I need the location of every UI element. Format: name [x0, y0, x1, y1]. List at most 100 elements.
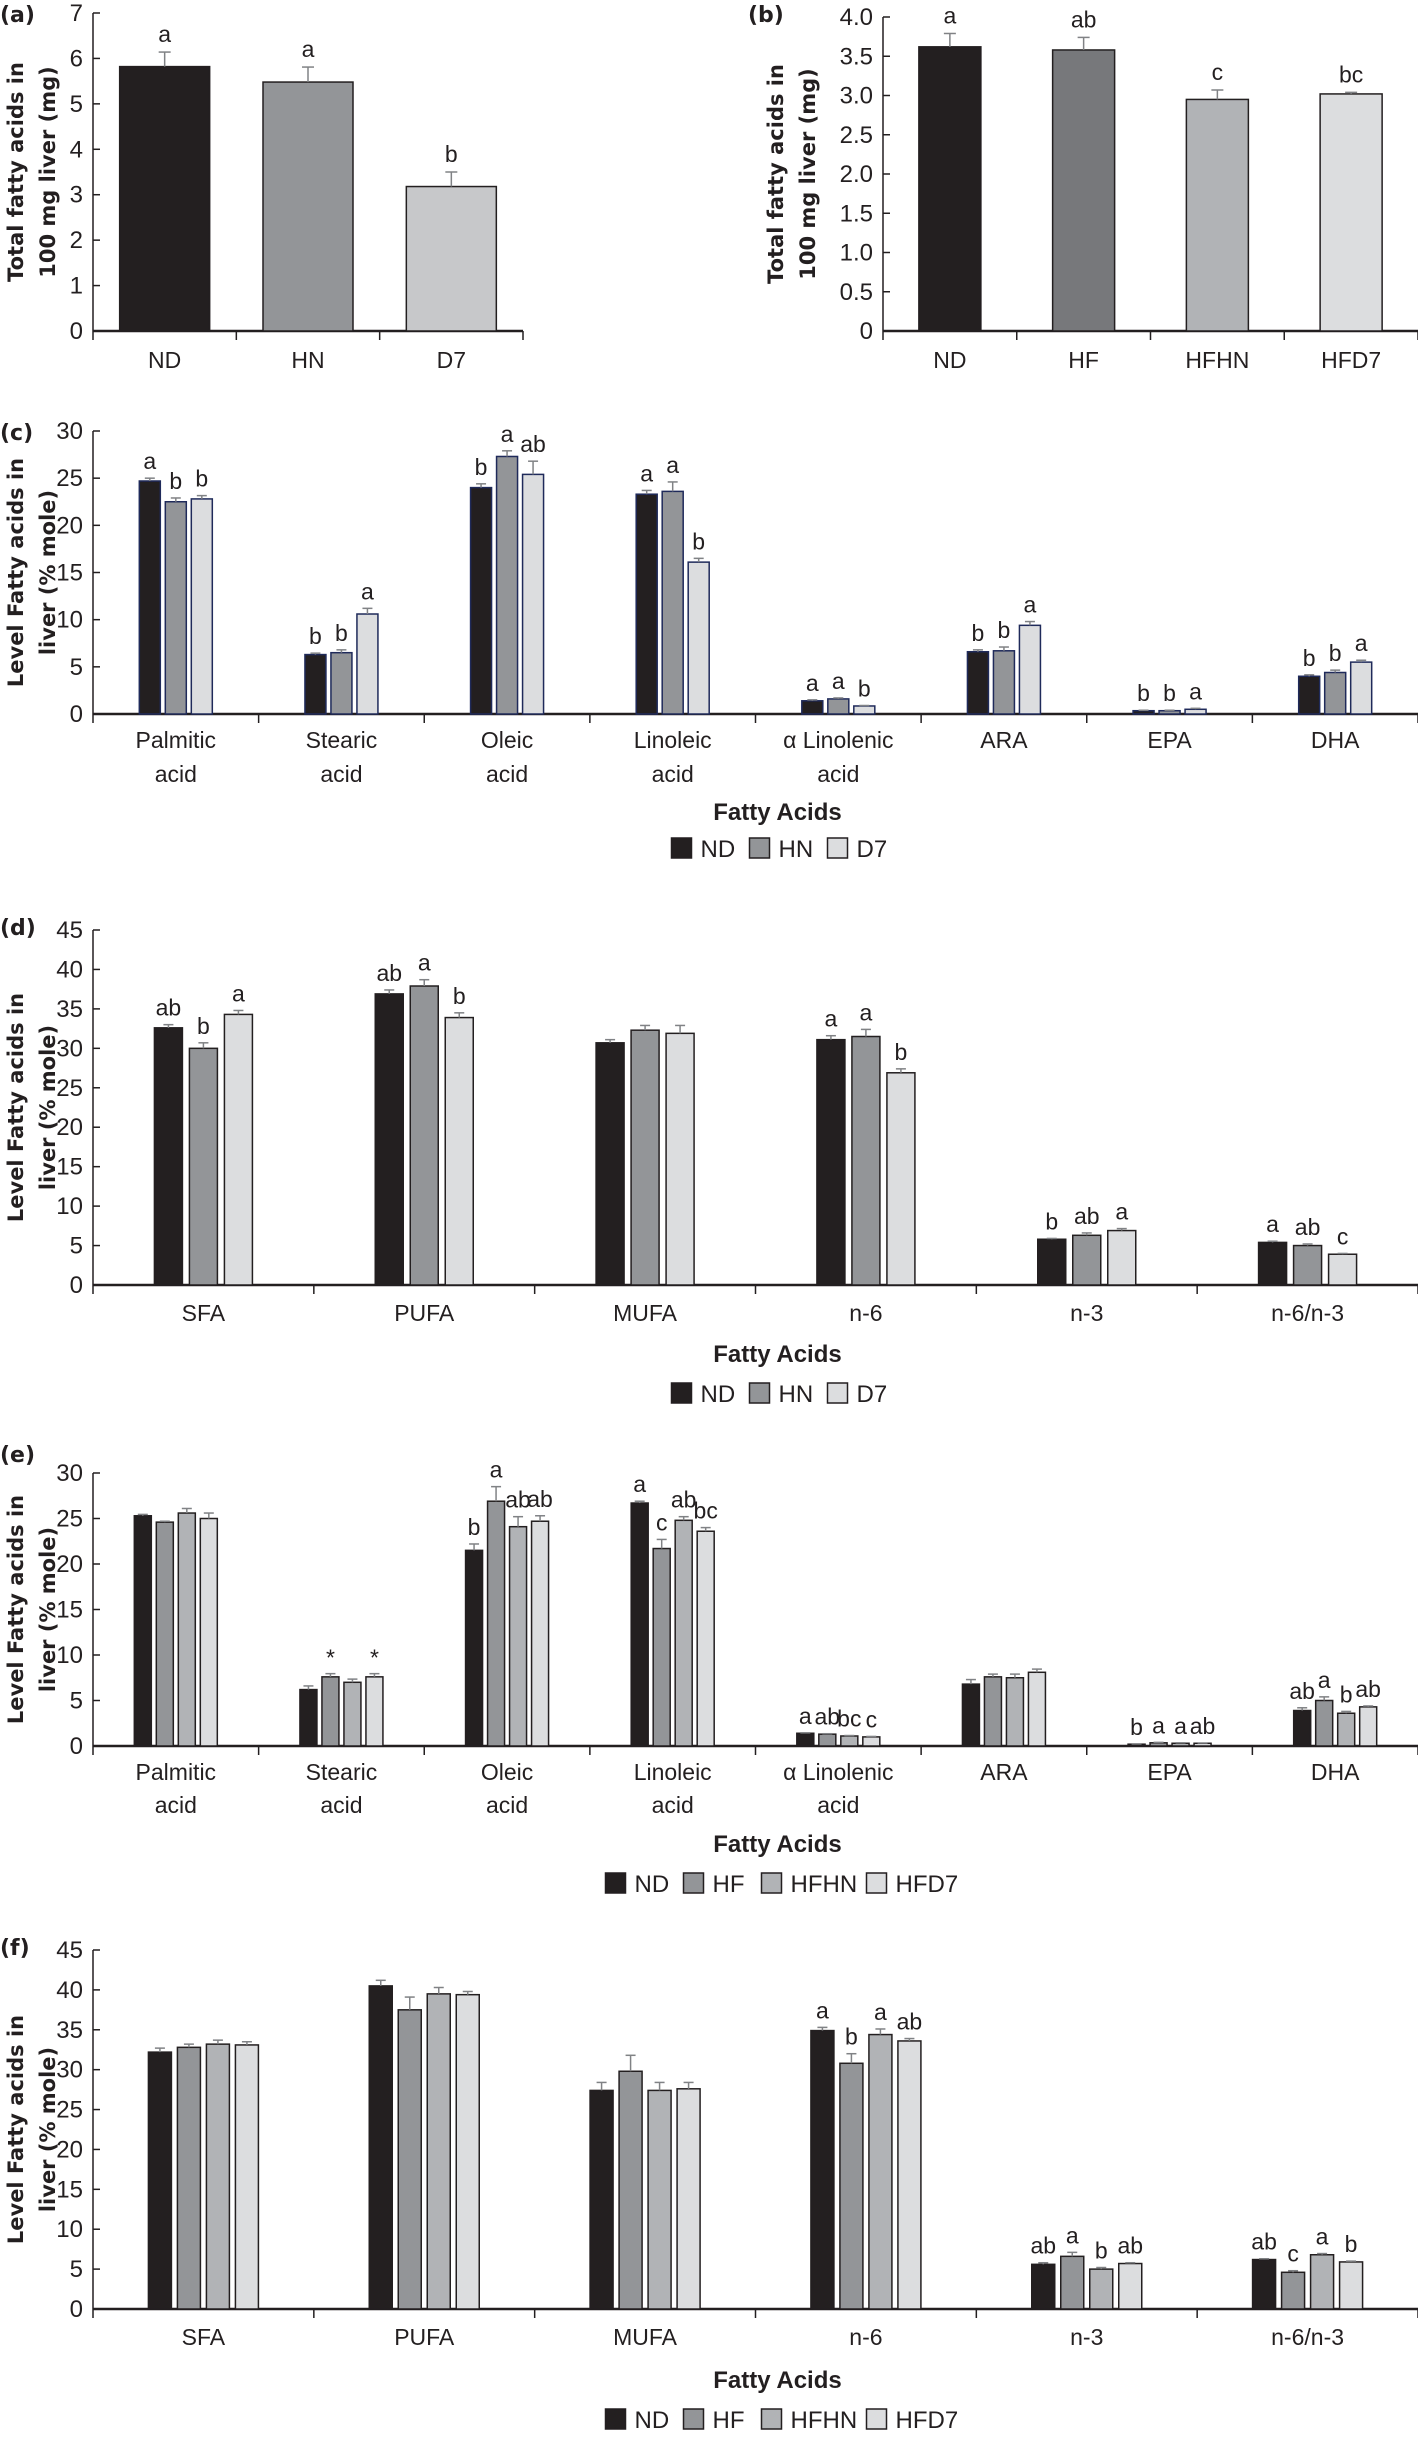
legend-label: ND [701, 836, 736, 863]
bar-nd [961, 1683, 981, 1747]
bar-nd [635, 493, 658, 715]
bar-d7 [444, 1016, 474, 1286]
y-tick-label: 3.5 [840, 43, 873, 70]
x-category-label: EPA [1147, 727, 1192, 753]
significance-label: a [361, 578, 374, 604]
x-category-label: acid [817, 761, 859, 787]
y-tick-label: 45 [56, 917, 83, 944]
significance-label: a [158, 21, 171, 47]
bar-hfhn [674, 1519, 693, 1747]
y-tick-label: 5 [70, 91, 83, 118]
bar-hn [661, 490, 684, 715]
bar-hfd7 [1319, 93, 1383, 332]
significance-label: ab [1190, 1713, 1216, 1739]
significance-label: b [1137, 680, 1150, 706]
legend-label: HF [713, 1871, 745, 1898]
bar-nd [368, 1985, 393, 2310]
y-tick-label: 20 [56, 512, 83, 539]
bar-nd [1031, 2263, 1056, 2310]
x-category-label: ARA [980, 1759, 1028, 1785]
y-tick-label: 10 [56, 2216, 83, 2243]
significance-label: c [866, 1706, 878, 1732]
legend-item-nd: ND [604, 2407, 669, 2434]
x-category-label: Stearic [306, 1759, 378, 1785]
significance-label: b [1045, 1208, 1058, 1234]
significance-label: ab [1251, 2229, 1277, 2255]
y-tick-label: 2.0 [840, 161, 873, 188]
bar-hfd7 [530, 1520, 550, 1747]
bar-nd [469, 486, 493, 715]
y-tick-label: 25 [56, 465, 83, 492]
chart-panel-a: (a) Total fatty acids in 100 mg liver (mg)… [0, 0, 524, 373]
significance-label: a [1174, 1713, 1187, 1739]
significance-label: b [475, 454, 488, 480]
y-tick-label: 1.5 [840, 200, 873, 227]
significance-label: b [858, 676, 871, 702]
bar-hn [851, 1035, 881, 1286]
significance-label: a [832, 668, 845, 694]
panel-label: (a) [0, 3, 35, 28]
bar-hf [486, 1500, 506, 1747]
x-category-label: HFD7 [1321, 347, 1381, 373]
x-category-label: Oleic [481, 1759, 533, 1785]
significance-label: a [1266, 1211, 1279, 1237]
bar-hf [983, 1676, 1003, 1747]
y-tick-label: 25 [56, 1075, 83, 1102]
x-category-label: n-3 [1070, 1300, 1103, 1326]
y-tick-label: 45 [56, 1937, 83, 1964]
y-tick-label: 15 [56, 1154, 83, 1181]
significance-label: a [1066, 2222, 1079, 2248]
bar-nd [464, 1549, 484, 1747]
bar-d7 [223, 1013, 254, 1286]
y-tick-label: 20 [56, 1551, 83, 1578]
significance-label: b [195, 466, 208, 492]
x-category-label: acid [155, 1792, 197, 1818]
legend-swatch [826, 837, 849, 859]
significance-label: bc [837, 1706, 861, 1732]
significance-label: b [453, 983, 466, 1009]
chart-panel-d: (d) Level Fatty acids in liver (% mole) 0 5 1… [0, 916, 1418, 1408]
significance-label: c [1337, 1223, 1349, 1249]
legend-swatch [760, 1872, 783, 1894]
bar-hn [409, 985, 439, 1286]
y-axis-label-line: 100 mg liver (mg) [36, 66, 60, 277]
x-category-label: DHA [1311, 727, 1360, 753]
bar-nd [801, 700, 824, 715]
x-category-label: MUFA [613, 2324, 678, 2350]
significance-label: ab [671, 1487, 697, 1513]
significance-label: bc [1339, 61, 1363, 87]
y-tick-label: 0.5 [840, 279, 873, 306]
x-category-label: acid [486, 761, 528, 787]
significance-label: ab [376, 960, 402, 986]
bar-nd [1292, 1709, 1312, 1747]
bar-hfhn [1005, 1677, 1025, 1747]
y-tick-label: 35 [56, 996, 83, 1023]
significance-label: ab [1355, 1676, 1381, 1702]
bar-hfd7 [455, 1993, 480, 2310]
y-tick-label: 2 [70, 227, 83, 254]
significance-label: c [656, 1509, 668, 1535]
bar-d7 [853, 705, 876, 715]
bar-hf [155, 1521, 175, 1747]
legend-label: HFHN [791, 1871, 858, 1898]
legend-swatch [604, 2408, 627, 2430]
significance-label: a [143, 448, 156, 474]
y-tick-label: 4.0 [840, 4, 873, 31]
y-tick-label: 5 [70, 1688, 83, 1715]
significance-label: a [943, 2, 956, 28]
panel-label: (c) [0, 421, 33, 446]
y-axis-label: Level Fatty acids in liver (% mole) [4, 1495, 60, 1724]
legend-swatch [604, 1872, 627, 1894]
x-category-label: acid [652, 1792, 694, 1818]
y-axis-label-line: liver (% mole) [36, 1025, 60, 1190]
x-axis-label: Fatty Acids [713, 799, 841, 826]
x-axis-label: Fatty Acids [713, 2367, 841, 2394]
bar-d7 [1327, 1253, 1358, 1286]
x-category-label: acid [486, 1792, 528, 1818]
bar-hf [652, 1547, 671, 1747]
bar-hf [818, 1733, 837, 1747]
bar-hfhn [205, 2043, 231, 2310]
legend: ND HN D7 [670, 836, 887, 863]
significance-label: ab [156, 995, 182, 1021]
panel-label: (d) [0, 916, 36, 941]
